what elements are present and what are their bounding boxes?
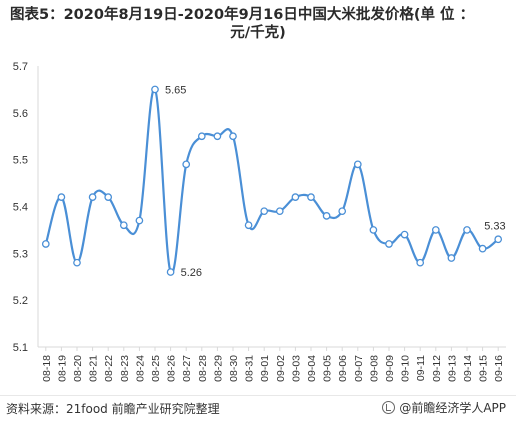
- x-tick-label: 08-27: [181, 355, 193, 382]
- data-point: [447, 254, 456, 262]
- data-point: [135, 216, 144, 225]
- data-point: [41, 240, 50, 248]
- source-note: 资料来源：21food 前瞻产业研究院整理: [6, 402, 220, 416]
- x-tick-label: 08-29: [212, 355, 224, 382]
- x-tick-label: 09-11: [415, 355, 427, 381]
- series-line: [44, 88, 499, 275]
- x-tick-label: 08-31: [244, 355, 256, 382]
- data-point: [73, 258, 81, 267]
- data-point: [416, 258, 425, 267]
- data-point: [463, 226, 471, 234]
- x-tick-label: 08-23: [119, 355, 131, 382]
- chart-title-line2: 元/千克): [230, 25, 286, 41]
- y-tick-label: 5.7: [13, 61, 28, 73]
- data-point: [229, 132, 237, 141]
- x-tick-label: 09-16: [493, 355, 505, 382]
- data-point: [166, 268, 175, 276]
- x-tick-label: 08-30: [228, 355, 240, 382]
- x-tick-label: 09-12: [431, 355, 443, 382]
- footer-divider: [0, 395, 516, 396]
- brand-credit: @前瞻经济学人APP: [382, 399, 506, 416]
- data-point: [385, 240, 393, 248]
- data-point: [260, 207, 269, 216]
- x-tick-label: 09-10: [400, 355, 412, 382]
- data-point: [478, 244, 487, 253]
- x-tick-label: 08-18: [41, 355, 53, 382]
- data-point: [494, 235, 503, 244]
- y-tick-label: 5.1: [13, 342, 28, 354]
- data-point: [182, 160, 191, 169]
- data-point: [244, 221, 253, 230]
- data-label: 5.33: [484, 220, 505, 232]
- data-point: [307, 193, 315, 201]
- x-tick-label: 08-21: [88, 355, 100, 382]
- x-tick-label: 09-05: [322, 355, 334, 382]
- x-tick-label: 08-28: [197, 355, 209, 382]
- data-label: 5.26: [181, 267, 202, 279]
- data-point: [104, 193, 113, 201]
- y-tick-label: 5.4: [13, 202, 28, 214]
- x-tick-label: 09-15: [478, 355, 490, 382]
- data-point: [322, 212, 331, 220]
- y-tick-label: 5.2: [13, 295, 28, 307]
- data-label: 5.65: [165, 84, 186, 96]
- data-point: [353, 160, 362, 169]
- data-point: [291, 193, 300, 201]
- x-tick-label: 09-07: [353, 355, 365, 382]
- x-tick-label: 09-08: [368, 355, 380, 382]
- x-tick-label: 08-26: [166, 355, 178, 382]
- x-tick-label: 08-25: [150, 355, 162, 382]
- x-tick-label: 09-01: [259, 355, 271, 382]
- y-tick-label: 5.5: [13, 155, 28, 167]
- data-point: [88, 193, 97, 201]
- data-point: [431, 226, 440, 234]
- data-point: [400, 230, 409, 239]
- y-tick-label: 5.3: [13, 248, 28, 260]
- brand-text: @前瞻经济学人APP: [399, 401, 506, 415]
- x-tick-label: 09-09: [384, 355, 396, 382]
- x-tick-label: 08-20: [72, 355, 84, 382]
- data-point: [275, 207, 284, 216]
- chart-title: 图表5：2020年8月19日-2020年9月16日中国大米批发价格(单 位 ： …: [4, 6, 512, 42]
- x-tick-label: 08-24: [134, 355, 146, 382]
- x-tick-label: 09-03: [290, 355, 302, 382]
- data-point: [119, 221, 128, 230]
- chart-title-line1: 图表5：2020年8月19日-2020年9月16日中国大米批发价格(单 位 ：: [10, 7, 475, 23]
- y-tick-label: 5.6: [13, 108, 28, 120]
- x-tick-label: 08-22: [103, 355, 115, 382]
- data-point: [151, 85, 159, 94]
- x-tick-label: 09-14: [462, 355, 474, 382]
- data-point: [213, 132, 222, 141]
- data-point: [197, 132, 206, 141]
- data-point: [369, 226, 378, 234]
- x-tick-label: 09-04: [306, 355, 318, 382]
- x-tick-label: 09-13: [446, 355, 458, 382]
- x-tick-label: 09-02: [275, 355, 287, 382]
- x-tick-label: 08-19: [56, 355, 68, 382]
- brand-logo-icon: [382, 401, 396, 414]
- data-point: [57, 193, 66, 201]
- data-point: [338, 207, 347, 216]
- x-tick-label: 09-06: [337, 355, 349, 382]
